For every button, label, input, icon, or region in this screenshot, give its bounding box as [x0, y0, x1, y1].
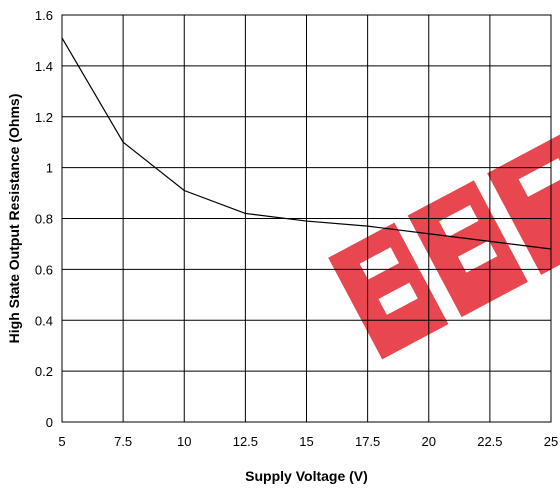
watermark-block-1 — [328, 222, 449, 360]
x-tick-label: 12.5 — [233, 434, 258, 449]
watermark-shapes — [328, 131, 560, 360]
x-tick-label: 17.5 — [355, 434, 380, 449]
x-tick-label: 7.5 — [114, 434, 132, 449]
x-tick-label: 5 — [58, 434, 65, 449]
y-tick-label: 0.4 — [35, 313, 53, 328]
watermark-cutout-5 — [518, 158, 560, 197]
x-tick-label: 10 — [177, 434, 191, 449]
y-tick-label: 0.8 — [35, 212, 53, 227]
y-tick-label: 0.6 — [35, 262, 53, 277]
x-tick-label: 20 — [422, 434, 436, 449]
chart-grid — [61, 14, 552, 423]
watermark-cutout-3 — [439, 205, 479, 238]
watermark-cutout-4 — [457, 240, 498, 273]
y-tick-label: 1.6 — [35, 8, 53, 23]
y-tick-label: 1.2 — [35, 110, 53, 125]
y-axis-title: High State Output Resistance (Ohms) — [6, 94, 22, 344]
y-tick-label: 1.4 — [35, 59, 53, 74]
watermark-block-3 — [487, 131, 560, 275]
x-tick-label: 25 — [544, 434, 558, 449]
x-tick-label: 15 — [299, 434, 313, 449]
y-axis-ticks: 0 0.2 0.4 0.6 0.8 1 1.2 1.4 1.6 — [35, 8, 53, 430]
x-axis-title: Supply Voltage (V) — [245, 468, 368, 484]
watermark-cutout-1 — [359, 247, 400, 280]
y-tick-label: 1 — [46, 161, 53, 176]
watermark-block-2 — [407, 180, 528, 318]
chart-series — [61, 37, 552, 250]
watermark-cutout-2 — [378, 282, 418, 315]
plot-frame — [61, 14, 552, 423]
series-line-0 — [61, 37, 552, 250]
x-axis-ticks: 5 7.5 10 12.5 15 17.5 20 22.5 25 — [58, 434, 558, 449]
y-tick-label: 0.2 — [35, 364, 53, 379]
watermark-logo — [328, 131, 560, 360]
y-tick-label: 0 — [46, 415, 53, 430]
x-tick-label: 22.5 — [477, 434, 502, 449]
